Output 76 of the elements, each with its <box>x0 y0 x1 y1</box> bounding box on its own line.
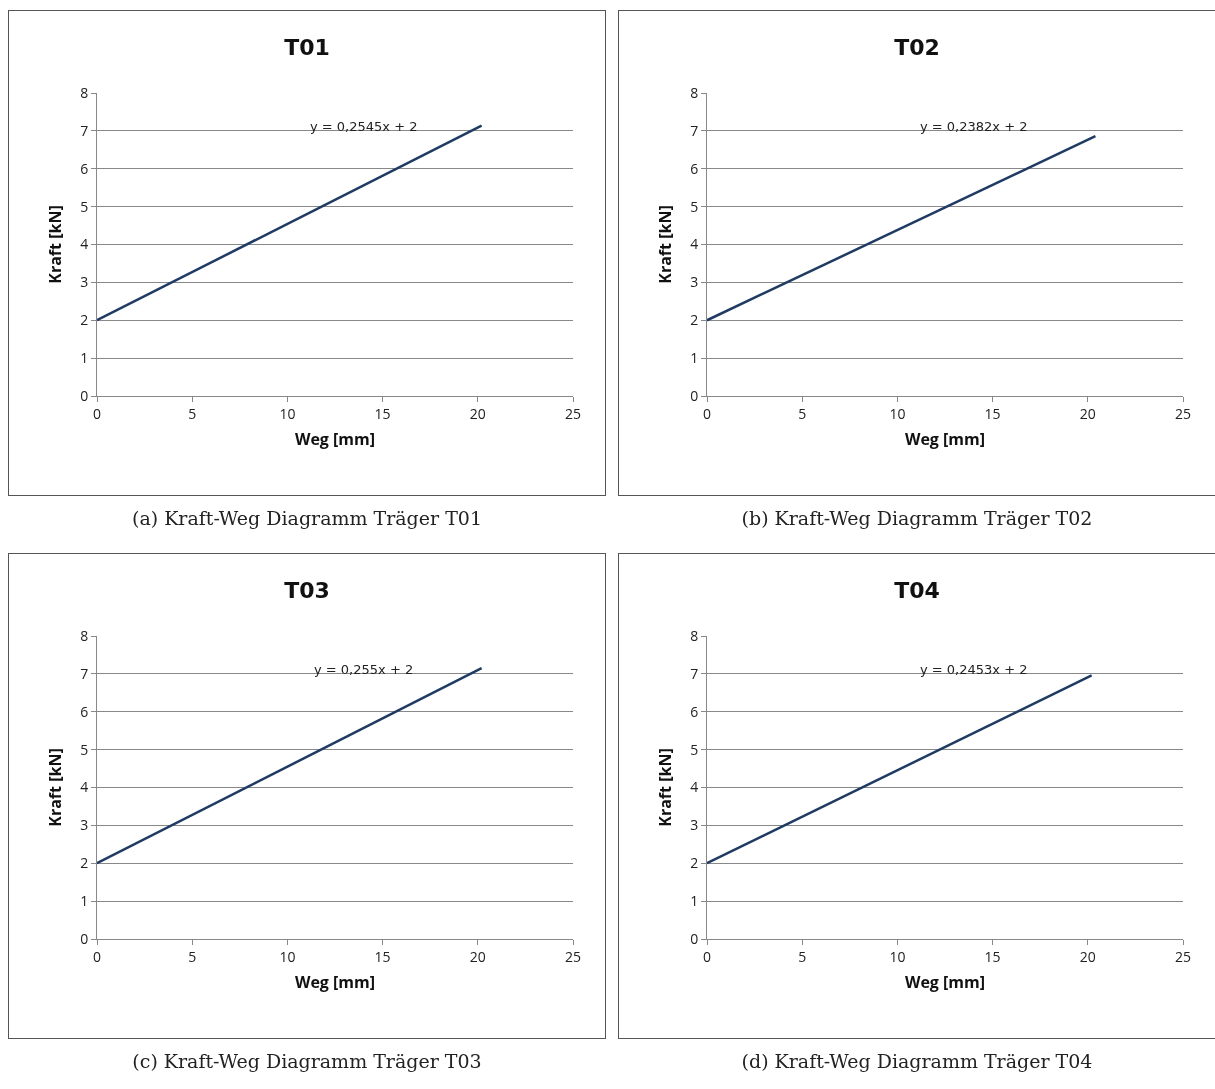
y-tick-label: 8 <box>690 625 699 645</box>
x-tick-label: 15 <box>374 946 391 966</box>
x-tick-label: 25 <box>1174 946 1192 966</box>
y-tick-label: 6 <box>690 158 699 178</box>
chart-title: T03 <box>284 578 330 604</box>
y-tick-label: 1 <box>690 348 699 368</box>
y-tick-label: 4 <box>690 234 699 254</box>
y-tick-label: 8 <box>80 625 89 645</box>
y-tick-label: 0 <box>690 385 699 405</box>
y-tick-label: 0 <box>80 928 89 948</box>
x-tick-label: 15 <box>984 403 1001 423</box>
x-tick-label: 10 <box>889 946 906 966</box>
y-tick-label: 3 <box>690 272 699 292</box>
annotation: y = 0,255x + 2 <box>314 662 414 677</box>
x-tick-label: 5 <box>798 946 807 966</box>
x-tick-label: 25 <box>564 946 582 966</box>
y-tick-label: 1 <box>80 891 89 911</box>
x-tick-label: 15 <box>984 946 1001 966</box>
annotation: y = 0,2382x + 2 <box>920 119 1028 134</box>
y-tick-label: 4 <box>80 234 89 254</box>
y-tick-label: 5 <box>690 739 699 759</box>
y-tick-label: 6 <box>80 158 89 178</box>
chart-title: T04 <box>894 578 940 604</box>
y-axis-title: Kraft [kN] <box>654 748 677 827</box>
y-tick-label: 8 <box>690 82 699 102</box>
x-tick-label: 10 <box>279 946 296 966</box>
text: (a) Kraft-Weg Diagramm Träger T01 <box>131 507 483 529</box>
x-tick-label: 20 <box>1079 403 1096 423</box>
x-tick-label: 10 <box>889 403 906 423</box>
x-tick-label: 10 <box>279 403 296 423</box>
y-tick-label: 5 <box>80 196 89 216</box>
y-tick-label: 7 <box>80 120 89 140</box>
x-tick-label: 15 <box>374 403 391 423</box>
y-axis-title: Kraft [kN] <box>44 748 67 827</box>
text: (c) Kraft-Weg Diagramm Träger T03 <box>131 1050 483 1072</box>
y-tick-label: 8 <box>80 82 89 102</box>
y-tick-label: 2 <box>80 310 89 330</box>
y-tick-label: 2 <box>690 310 699 330</box>
annotation: y = 0,2453x + 2 <box>920 662 1028 677</box>
y-tick-label: 6 <box>690 701 699 721</box>
x-tick-label: 5 <box>188 946 197 966</box>
y-tick-label: 6 <box>80 701 89 721</box>
y-tick-label: 5 <box>80 739 89 759</box>
y-tick-label: 0 <box>80 385 89 405</box>
x-axis-title: Weg [mm] <box>294 428 376 451</box>
y-tick-label: 0 <box>690 928 699 948</box>
chart-title: T02 <box>894 35 940 61</box>
x-axis-title: Weg [mm] <box>904 971 986 994</box>
y-tick-label: 7 <box>690 120 699 140</box>
chart-title: T01 <box>284 35 330 61</box>
text: (d) Kraft-Weg Diagramm Träger T04 <box>740 1050 1094 1072</box>
x-tick-label: 20 <box>469 403 486 423</box>
x-tick-label: 25 <box>1174 403 1192 423</box>
y-tick-label: 2 <box>80 853 89 873</box>
y-tick-label: 2 <box>690 853 699 873</box>
y-tick-label: 7 <box>80 663 89 683</box>
y-tick-label: 7 <box>690 663 699 683</box>
x-tick-label: 5 <box>188 403 197 423</box>
y-tick-label: 1 <box>690 891 699 911</box>
x-axis-title: Weg [mm] <box>904 428 986 451</box>
y-axis-title: Kraft [kN] <box>654 205 677 284</box>
y-tick-label: 4 <box>80 777 89 797</box>
x-tick-label: 5 <box>798 403 807 423</box>
x-tick-label: 20 <box>1079 946 1096 966</box>
x-tick-label: 25 <box>564 403 582 423</box>
annotation: y = 0,2545x + 2 <box>310 119 418 134</box>
y-tick-label: 3 <box>80 272 89 292</box>
y-tick-label: 3 <box>690 815 699 835</box>
x-axis-title: Weg [mm] <box>294 971 376 994</box>
y-tick-label: 4 <box>690 777 699 797</box>
text: (b) Kraft-Weg Diagramm Träger T02 <box>740 507 1094 529</box>
y-tick-label: 1 <box>80 348 89 368</box>
x-tick-label: 20 <box>469 946 486 966</box>
y-axis-title: Kraft [kN] <box>44 205 67 284</box>
y-tick-label: 5 <box>690 196 699 216</box>
y-tick-label: 3 <box>80 815 89 835</box>
